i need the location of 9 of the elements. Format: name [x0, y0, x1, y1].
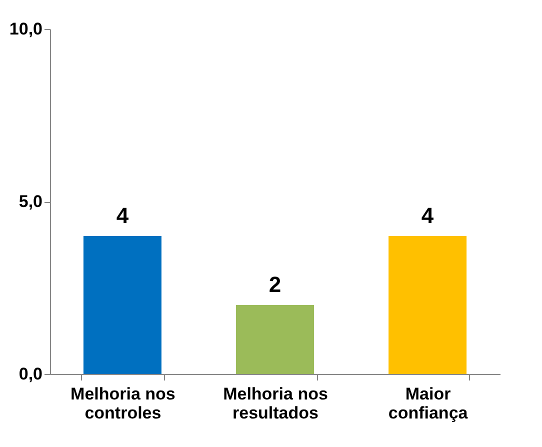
y-tick-label: 0,0 — [18, 364, 42, 384]
x-tick-label: Melhoria nos resultados — [223, 384, 328, 422]
y-tick-label: 5,0 — [18, 192, 42, 211]
y-tick-label: 10,0 — [9, 20, 42, 38]
data-label: 4 — [116, 203, 130, 228]
data-label: 2 — [268, 272, 282, 297]
x-tick-label: Maior confiança — [388, 384, 468, 422]
x-tick-label: Melhoria nos controles — [70, 384, 176, 422]
data-label: 4 — [421, 203, 434, 228]
